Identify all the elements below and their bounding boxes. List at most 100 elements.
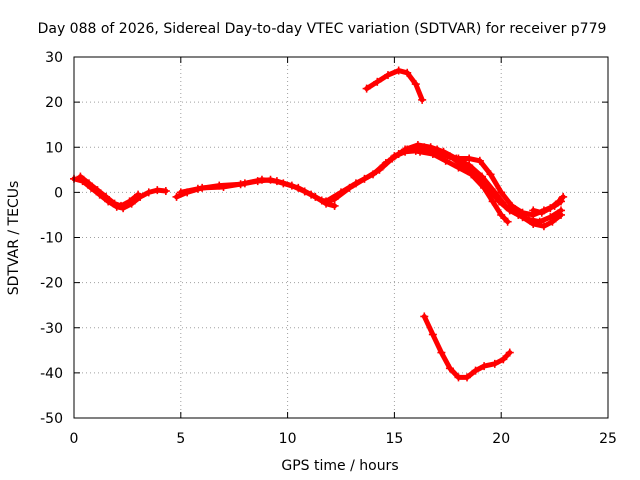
data-point bbox=[236, 180, 245, 189]
data-point bbox=[445, 364, 454, 373]
data-point bbox=[330, 201, 339, 210]
y-tick-label: -20 bbox=[40, 276, 63, 292]
x-tick-label: 10 bbox=[279, 431, 297, 447]
x-tick-label: 15 bbox=[385, 431, 403, 447]
data-point bbox=[403, 68, 412, 77]
data-point bbox=[454, 154, 463, 163]
x-tick-label: 5 bbox=[176, 431, 185, 447]
data-point bbox=[505, 348, 514, 357]
series-track-2 bbox=[76, 172, 143, 210]
y-tick-label: 10 bbox=[45, 140, 63, 156]
data-point bbox=[475, 156, 484, 165]
y-tick-labels: -50 -40 -30 -20 -10 0 10 20 30 bbox=[40, 50, 63, 427]
data-point bbox=[537, 208, 546, 217]
data-point bbox=[345, 183, 354, 192]
data-point bbox=[418, 95, 427, 104]
data-point bbox=[161, 187, 170, 196]
data-point bbox=[279, 179, 288, 188]
data-point bbox=[554, 197, 563, 206]
data-point bbox=[477, 172, 486, 181]
data-point bbox=[322, 197, 331, 206]
data-point bbox=[116, 201, 125, 210]
data-point bbox=[390, 152, 399, 161]
data-point bbox=[465, 161, 474, 170]
data-point bbox=[153, 186, 162, 195]
y-axis-label: SDTVAR / TECUs bbox=[6, 181, 22, 296]
data-point bbox=[176, 188, 185, 197]
data-point bbox=[529, 206, 538, 215]
data-point bbox=[307, 190, 316, 199]
data-point bbox=[375, 165, 384, 174]
data-point bbox=[465, 154, 474, 163]
x-tick-label: 0 bbox=[70, 431, 79, 447]
data-point bbox=[499, 355, 508, 364]
data-point bbox=[403, 145, 412, 154]
data-point bbox=[490, 359, 499, 368]
data-point bbox=[518, 208, 527, 217]
series-track-9 bbox=[529, 192, 568, 217]
data-point bbox=[266, 175, 275, 184]
data-point bbox=[480, 362, 489, 371]
y-tick-label: -30 bbox=[40, 321, 63, 337]
grid-lines bbox=[74, 57, 608, 418]
data-point bbox=[144, 188, 153, 197]
data-point bbox=[463, 373, 472, 382]
data-point bbox=[413, 140, 422, 149]
data-point bbox=[360, 174, 369, 183]
y-tick-label: 20 bbox=[45, 95, 63, 111]
series-upper-arc bbox=[362, 66, 427, 104]
data-point bbox=[524, 215, 533, 224]
data-point bbox=[454, 163, 463, 172]
data-point bbox=[134, 190, 143, 199]
data-point bbox=[193, 184, 202, 193]
x-tick-label: 20 bbox=[492, 431, 510, 447]
x-tick-label: 25 bbox=[599, 431, 617, 447]
data-point bbox=[330, 195, 339, 204]
data-point bbox=[383, 71, 392, 80]
y-tick-label: -50 bbox=[40, 411, 63, 427]
y-tick-label: 30 bbox=[45, 50, 63, 66]
y-tick-label: -10 bbox=[40, 231, 63, 247]
series-line bbox=[178, 177, 333, 204]
x-tick-labels: 0 5 10 15 20 25 bbox=[70, 431, 617, 447]
data-point bbox=[559, 192, 568, 201]
data-point bbox=[428, 330, 437, 339]
data-point bbox=[454, 373, 463, 382]
data-point bbox=[441, 156, 450, 165]
x-axis-label: GPS time / hours bbox=[281, 458, 398, 474]
data-point bbox=[125, 197, 134, 206]
data-point bbox=[416, 147, 425, 156]
data-point bbox=[486, 170, 495, 179]
data-point bbox=[76, 172, 85, 181]
series-lower-arc bbox=[420, 312, 514, 382]
data-point bbox=[437, 348, 446, 357]
data-point bbox=[507, 201, 516, 210]
data-point bbox=[102, 192, 111, 201]
data-point bbox=[548, 217, 557, 226]
data-point bbox=[467, 170, 476, 179]
chart-title: Day 088 of 2026, Sidereal Day-to-day VTE… bbox=[38, 21, 607, 37]
data-point bbox=[497, 210, 506, 219]
data-point bbox=[84, 179, 93, 188]
data-point bbox=[480, 183, 489, 192]
data-point bbox=[294, 183, 303, 192]
series-line bbox=[421, 313, 513, 380]
data-point bbox=[443, 152, 452, 161]
data-point bbox=[546, 204, 555, 213]
data-point bbox=[535, 217, 544, 226]
data-point bbox=[394, 66, 403, 75]
data-point bbox=[503, 217, 512, 226]
data-point bbox=[172, 192, 181, 201]
data-point bbox=[253, 177, 262, 186]
plot-frame bbox=[73, 56, 609, 419]
series-track-4 bbox=[176, 175, 335, 206]
data-point bbox=[215, 181, 224, 190]
data-point bbox=[428, 150, 437, 159]
series-track-7 bbox=[379, 145, 566, 219]
data-point bbox=[379, 161, 388, 170]
data-point bbox=[373, 77, 382, 86]
data-point bbox=[539, 222, 548, 231]
y-tick-label: -40 bbox=[40, 366, 63, 382]
data-point bbox=[471, 366, 480, 375]
